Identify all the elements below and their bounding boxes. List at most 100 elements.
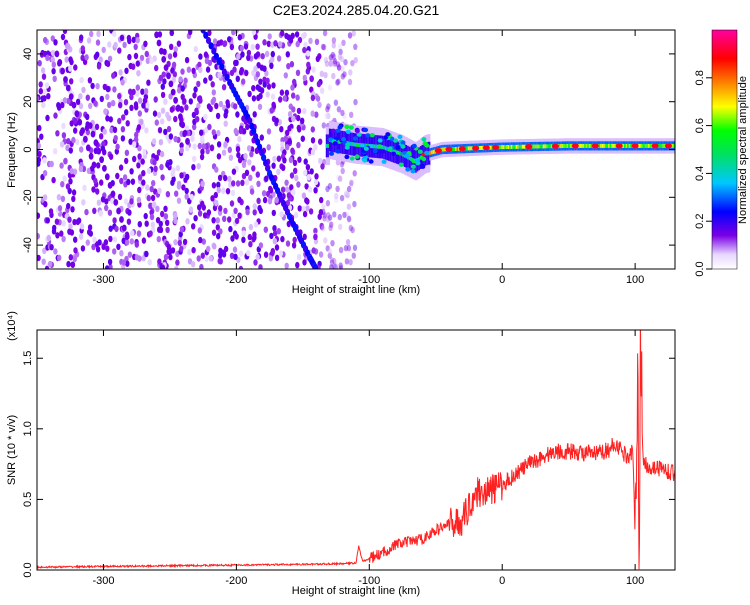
- band-scatter: [337, 125, 343, 130]
- noise-cell: [311, 66, 316, 73]
- band-scatter: [329, 151, 334, 156]
- noise-cell: [148, 230, 153, 237]
- noise-cell: [334, 192, 339, 200]
- noise-cell: [165, 191, 171, 198]
- noise-cell: [319, 196, 324, 204]
- noise-cell: [108, 225, 113, 232]
- noise-cell: [258, 78, 263, 85]
- noise-cell: [163, 253, 169, 261]
- noise-cell: [179, 142, 184, 149]
- noise-cell: [266, 128, 272, 135]
- noise-cell: [188, 206, 194, 213]
- noise-cell: [223, 245, 229, 253]
- noise-cell: [306, 174, 311, 181]
- noise-cell: [246, 145, 252, 152]
- band-core: [466, 146, 469, 151]
- noise-cell: [50, 35, 55, 42]
- noise-cell: [305, 164, 311, 171]
- band-scatter: [400, 140, 406, 145]
- noise-cell: [211, 182, 217, 189]
- noise-cell: [42, 157, 47, 164]
- noise-cell: [234, 217, 240, 225]
- noise-cell: [144, 50, 149, 58]
- noise-cell: [160, 107, 166, 114]
- noise-cell: [276, 155, 282, 162]
- noise-cell: [248, 241, 253, 248]
- noise-cell: [256, 197, 261, 204]
- band-scatter: [352, 136, 358, 141]
- noise-cell: [180, 68, 185, 75]
- noise-cell: [240, 179, 245, 186]
- streak-cell: [173, 96, 179, 104]
- band-scatter: [377, 144, 383, 149]
- noise-cell: [285, 129, 290, 136]
- noise-cell: [68, 254, 74, 261]
- noise-cell: [256, 61, 261, 69]
- noise-cell: [149, 57, 154, 64]
- noise-cell: [221, 84, 227, 91]
- noise-cell: [287, 125, 292, 132]
- band-core: [512, 144, 515, 149]
- noise-cell: [68, 178, 73, 185]
- band-scatter: [372, 148, 378, 154]
- noise-cell: [330, 240, 335, 247]
- streak-cell: [57, 59, 63, 66]
- band-core: [579, 143, 582, 148]
- noise-cell: [146, 194, 151, 202]
- noise-cell: [272, 225, 277, 232]
- noise-cell: [51, 68, 56, 75]
- band-peak: [434, 148, 442, 154]
- noise-cell: [80, 245, 86, 252]
- noise-cell: [47, 260, 53, 268]
- noise-cell: [265, 77, 270, 85]
- noise-cell: [137, 186, 142, 194]
- noise-cell: [143, 40, 148, 47]
- noise-cell: [351, 30, 356, 37]
- noise-cell: [145, 57, 150, 65]
- noise-cell: [272, 238, 278, 245]
- noise-cell: [302, 107, 307, 115]
- noise-cell: [112, 248, 117, 255]
- band-core: [545, 144, 549, 149]
- band-core: [456, 146, 460, 151]
- band-scatter: [400, 144, 406, 149]
- noise-cell: [104, 265, 110, 269]
- noise-cell: [326, 112, 331, 120]
- noise-cell: [280, 30, 285, 37]
- band-core: [395, 150, 399, 155]
- noise-cell: [95, 83, 100, 90]
- noise-cell: [198, 66, 203, 74]
- noise-cell: [66, 138, 71, 145]
- noise-cell: [322, 30, 328, 37]
- noise-cell: [65, 144, 70, 152]
- noise-cell: [150, 221, 155, 228]
- noise-cell: [233, 207, 238, 214]
- noise-cell: [180, 85, 185, 92]
- noise-cell: [321, 44, 327, 51]
- noise-cell: [262, 81, 267, 88]
- noise-cell: [352, 200, 357, 208]
- noise-cell: [112, 126, 118, 133]
- noise-cell: [173, 46, 178, 53]
- streak-cell: [156, 39, 162, 47]
- noise-cell: [37, 150, 42, 158]
- noise-cell: [321, 122, 326, 129]
- noise-cell: [349, 179, 354, 186]
- noise-cell: [160, 210, 165, 218]
- streak-cell: [211, 47, 217, 55]
- noise-cell: [264, 70, 269, 77]
- noise-cell: [353, 98, 358, 106]
- noise-cell: [253, 53, 259, 60]
- noise-cell: [122, 41, 127, 49]
- noise-cell: [159, 163, 164, 171]
- colorbar-tick-label: 0.6: [694, 118, 706, 133]
- noise-cell: [87, 77, 93, 84]
- band-core: [499, 145, 503, 150]
- noise-cell: [55, 232, 60, 239]
- noise-cell: [247, 90, 252, 98]
- noise-cell: [280, 186, 286, 193]
- band-core: [399, 151, 402, 156]
- noise-cell: [57, 205, 63, 212]
- noise-cell: [125, 260, 130, 267]
- noise-cell: [283, 72, 288, 79]
